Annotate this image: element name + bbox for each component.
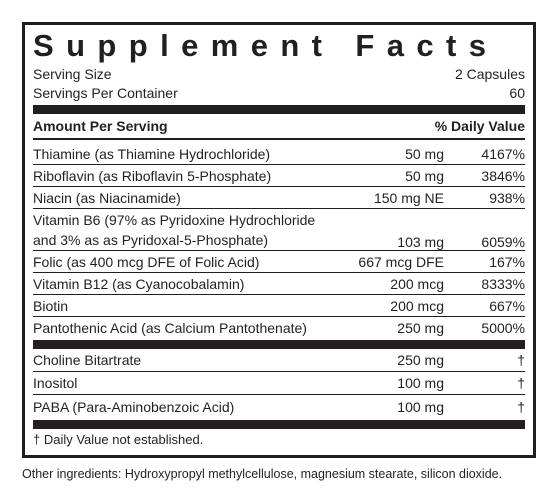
nutrient-row: Niacin (as Niacinamide) 150 mg NE 938%: [33, 187, 525, 209]
nutrient-daily-value: 4167%: [481, 145, 525, 162]
nutrient-name: Thiamine (as Thiamine Hydrochloride): [33, 145, 271, 162]
divider-bar: [33, 340, 525, 349]
servings-label: Servings Per Container: [33, 85, 178, 101]
nutrient-amount: 150 mg NE: [373, 189, 444, 206]
divider-line: [33, 138, 525, 140]
nutrient-name: Vitamin B6 (97% as Pyridoxine Hydrochlor…: [33, 212, 316, 248]
nutrient-daily-value: 667%: [489, 297, 525, 314]
nutrient-name: PABA (Para-Aminobenzoic Acid): [33, 398, 235, 415]
nutrient-daily-value: 3846%: [481, 167, 525, 184]
nutrient-daily-value: 167%: [489, 253, 525, 270]
daily-value-header: % Daily Value: [434, 118, 525, 134]
nutrient-daily-value: †: [517, 352, 525, 368]
footnote: † Daily Value not established.: [33, 432, 204, 447]
nutrient-amount: 50 mg: [405, 167, 444, 184]
other-rows: Choline Bitartrate 250 mg † Inositol 100 mg †…: [33, 349, 525, 418]
nutrient-daily-value: †: [517, 398, 525, 415]
column-header: Amount Per Serving % Daily Value: [33, 114, 525, 138]
nutrient-amount: 103 mg: [397, 234, 444, 250]
nutrient-row: PABA (Para-Aminobenzoic Acid) 100 mg †: [33, 395, 525, 418]
divider-bar: [33, 420, 525, 429]
nutrient-daily-value: 5000%: [481, 320, 525, 336]
nutrient-daily-value: †: [517, 375, 525, 391]
serving-size: Serving Size 2 Capsules: [33, 65, 525, 84]
nutrient-name: Niacin (as Niacinamide): [33, 189, 181, 206]
nutrient-row: Choline Bitartrate 250 mg †: [33, 349, 525, 372]
nutrient-amount: 667 mcg DFE: [358, 253, 444, 270]
nutrient-row: Riboflavin (as Riboflavin 5-Phosphate) 50…: [33, 165, 525, 187]
nutrient-row: Pantothenic Acid (as Calcium Pantothenat…: [33, 317, 525, 339]
nutrient-name: Biotin: [33, 297, 69, 314]
nutrient-amount: 100 mg: [397, 375, 444, 391]
other-ingredients: Other ingredients: Hydroxypropyl methylc…: [22, 467, 503, 481]
nutrient-amount: 200 mcg: [390, 297, 444, 314]
servings-value: 60: [509, 85, 525, 101]
nutrient-amount: 50 mg: [405, 145, 444, 162]
nutrient-daily-value: 8333%: [481, 275, 525, 292]
nutrient-amount: 200 mcg: [390, 275, 444, 292]
serving-size-label: Serving Size: [33, 66, 112, 82]
nutrient-name: Pantothenic Acid (as Calcium Pantothenat…: [33, 320, 307, 336]
nutrient-amount: 100 mg: [397, 398, 444, 415]
nutrient-row: Vitamin B6 (97% as Pyridoxine Hydrochlor…: [33, 209, 525, 251]
nutrient-row: Thiamine (as Thiamine Hydrochloride) 50 m…: [33, 143, 525, 165]
nutrient-row: Folic (as 400 mcg DFE of Folic Acid) 667 …: [33, 251, 525, 273]
facts-panel: Supplement Facts Serving Size 2 Capsules…: [22, 22, 536, 458]
nutrient-name: Folic (as 400 mcg DFE of Folic Acid): [33, 253, 260, 270]
nutrient-name: Riboflavin (as Riboflavin 5-Phosphate): [33, 167, 272, 184]
nutrient-rows: Thiamine (as Thiamine Hydrochloride) 50 m…: [33, 143, 525, 339]
nutrient-name: Choline Bitartrate: [33, 352, 142, 368]
nutrient-daily-value: 938%: [489, 189, 525, 206]
nutrient-row: Biotin 200 mcg 667%: [33, 295, 525, 317]
nutrient-amount: 250 mg: [397, 320, 444, 336]
serving-size-value: 2 Capsules: [454, 66, 525, 82]
nutrient-name: Inositol: [33, 375, 78, 391]
nutrient-name: Vitamin B12 (as Cyanocobalamin): [33, 275, 245, 292]
servings-per-container: Servings Per Container 60: [33, 84, 525, 103]
nutrient-row: Vitamin B12 (as Cyanocobalamin) 200 mcg 83…: [33, 273, 525, 295]
divider-bar: [33, 105, 525, 114]
amount-header: Amount Per Serving: [33, 118, 168, 134]
nutrient-amount: 250 mg: [397, 352, 444, 368]
panel-title: Supplement Facts: [33, 28, 499, 63]
nutrient-row: Inositol 100 mg †: [33, 372, 525, 395]
nutrient-daily-value: 6059%: [481, 234, 525, 250]
